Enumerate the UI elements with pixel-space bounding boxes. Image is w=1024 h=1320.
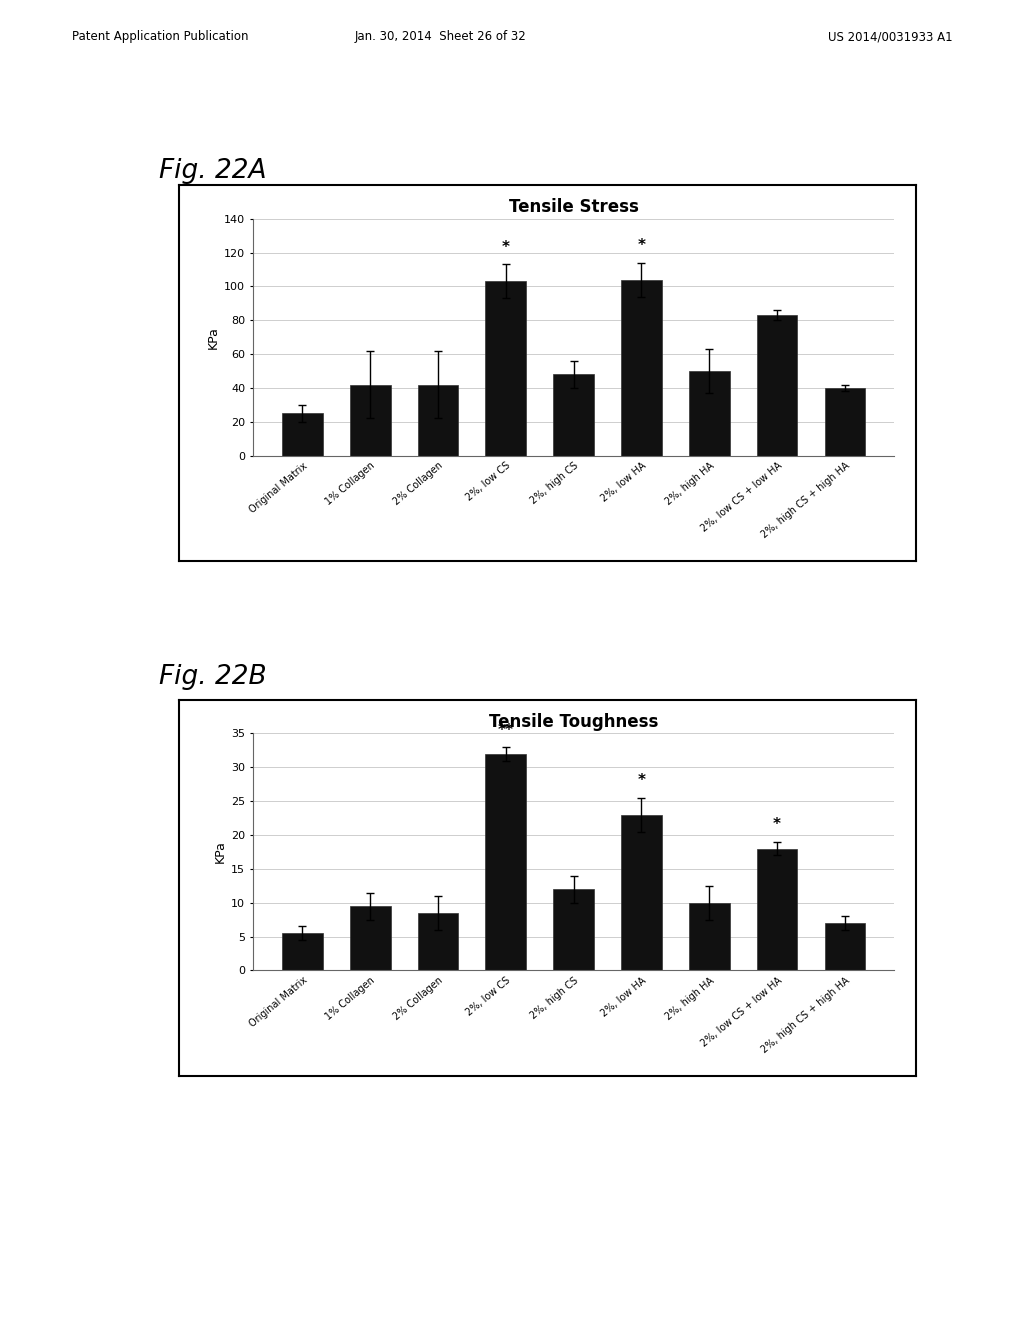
Bar [757, 849, 798, 970]
Bar [350, 906, 390, 970]
Bar [418, 913, 459, 970]
Bar [282, 933, 323, 970]
Bar [418, 384, 459, 455]
Bar [485, 281, 526, 455]
Bar [350, 384, 390, 455]
Bar [757, 315, 798, 455]
Text: *: * [502, 240, 510, 255]
Bar [485, 754, 526, 970]
Y-axis label: KPa: KPa [207, 326, 220, 348]
Bar [622, 280, 662, 455]
Bar [689, 371, 729, 455]
Title: Tensile Toughness: Tensile Toughness [488, 713, 658, 730]
Bar [824, 923, 865, 970]
Bar [689, 903, 729, 970]
Bar [622, 814, 662, 970]
Text: *: * [638, 774, 645, 788]
Text: Fig. 22B: Fig. 22B [159, 664, 266, 690]
Title: Tensile Stress: Tensile Stress [509, 198, 639, 215]
Bar [553, 890, 594, 970]
Text: **: ** [498, 722, 514, 738]
Bar [824, 388, 865, 455]
Text: *: * [638, 238, 645, 253]
Text: *: * [773, 817, 781, 833]
Text: US 2014/0031933 A1: US 2014/0031933 A1 [827, 30, 952, 44]
Text: Patent Application Publication: Patent Application Publication [72, 30, 248, 44]
Text: Fig. 22A: Fig. 22A [159, 158, 266, 185]
Text: Jan. 30, 2014  Sheet 26 of 32: Jan. 30, 2014 Sheet 26 of 32 [354, 30, 526, 44]
Bar [553, 375, 594, 455]
Y-axis label: KPa: KPa [214, 841, 227, 863]
Bar [282, 413, 323, 455]
